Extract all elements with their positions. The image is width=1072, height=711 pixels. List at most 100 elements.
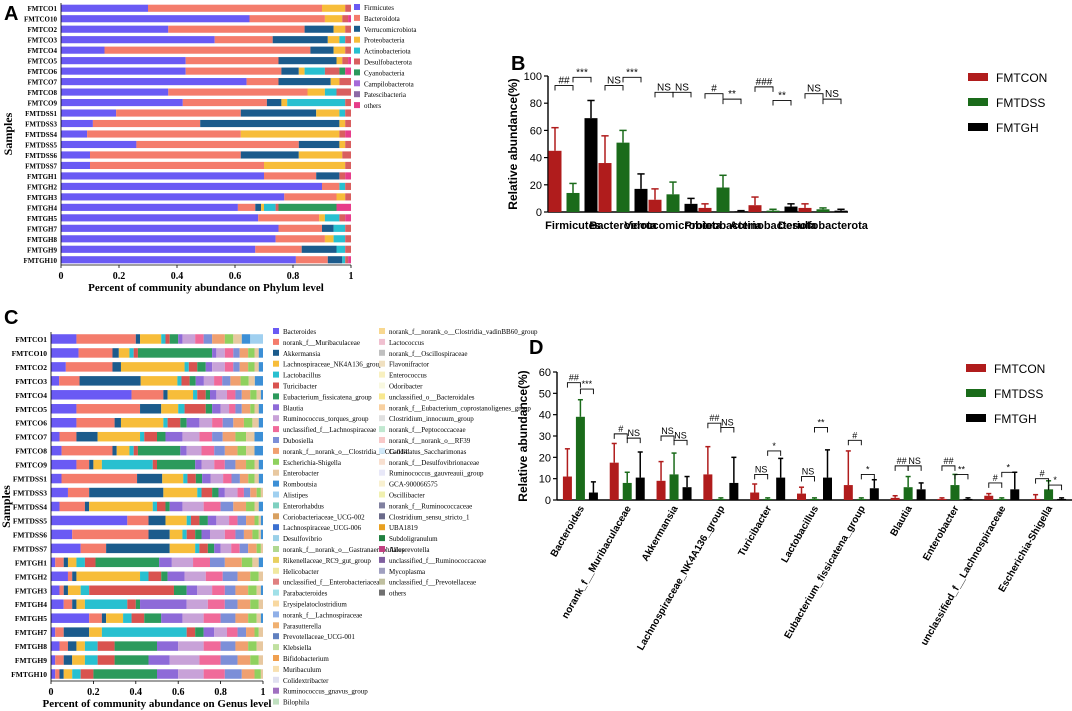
genus-legend-swatch <box>273 437 279 443</box>
genus-bar-segment <box>224 585 236 595</box>
phylum-bar-segment <box>345 25 351 33</box>
phylum-abundance-category-label: Firmicutes <box>545 220 601 232</box>
genus-bar-segment <box>165 334 170 344</box>
genus-bar-segment <box>250 334 263 344</box>
genus-bar-segment <box>214 459 225 470</box>
genus-bar-segment <box>51 362 66 372</box>
genus-bar-segment <box>212 417 223 428</box>
phylum-abundance-significance-label: ## <box>558 76 570 87</box>
genus-bar-segment <box>260 529 263 540</box>
genus-legend-swatch <box>379 502 385 509</box>
genus-bar-segment <box>76 459 90 470</box>
phylum-bar-segment <box>61 67 186 75</box>
genus-sample-label: FMTCO7 <box>15 433 47 442</box>
genus-bar-segment <box>101 459 153 470</box>
phylum-abundance-significance-label: ### <box>756 77 773 88</box>
phylum-bar-segment <box>264 203 276 211</box>
genus-bar-segment <box>197 362 206 372</box>
genus-bar-segment <box>51 487 68 498</box>
genus-abundance-bar-fmtdss <box>622 482 632 500</box>
genus-bar-segment <box>254 501 259 512</box>
genus-bar-segment <box>250 599 259 609</box>
genus-bar-segment <box>180 445 187 456</box>
genus-bar-segment <box>254 627 259 637</box>
phylum-legend-swatch <box>354 14 360 21</box>
genus-bar-segment <box>93 459 102 470</box>
phylum-bar-segment <box>104 46 311 54</box>
genus-bar-segment <box>89 585 174 595</box>
genus-bar-segment <box>65 362 113 372</box>
genus-bar-segment <box>243 417 253 428</box>
genus-abundance-category-label: Bacteroides <box>549 504 587 559</box>
genus-bar-segment <box>258 417 263 428</box>
genus-abundance-bar-fmtcon <box>1031 498 1041 500</box>
genus-bar-segment <box>161 613 183 623</box>
phylum-sample-label: FMTCO1 <box>27 5 57 13</box>
phylum-abundance-y-tick-label: 40 <box>530 153 542 165</box>
genus-bar-segment <box>178 669 204 679</box>
genus-legend-swatch <box>273 349 279 356</box>
genus-legend-swatch <box>273 665 279 672</box>
genus-bar-segment <box>193 557 210 568</box>
genus-abundance-bar-fmtcon <box>750 492 760 500</box>
genus-bar-segment <box>129 348 134 358</box>
phylum-abundance-significance-bracket <box>572 76 592 83</box>
phylum-abundance-y-tick-label: 100 <box>524 71 542 83</box>
genus-bar-segment <box>250 404 255 414</box>
genus-abundance-bar-fmtgh <box>729 482 739 500</box>
genus-bar-segment <box>89 501 153 512</box>
phylum-bar-segment <box>90 161 264 170</box>
genus-bar-segment <box>67 641 77 651</box>
genus-bar-segment <box>201 529 210 540</box>
genus-sample-label: FMTCO2 <box>15 363 47 372</box>
genus-legend-swatch <box>273 655 279 661</box>
phylum-bar-segment <box>342 15 349 23</box>
genus-x-tick-label: 0.8 <box>214 687 227 698</box>
genus-bar-segment <box>224 557 242 568</box>
genus-abundance-y-tick-label: 40 <box>539 410 551 422</box>
phylum-abundance-significance-bracket <box>604 85 624 91</box>
genus-bar-segment <box>127 515 149 526</box>
genus-abundance-bar-fmtgh <box>682 487 692 500</box>
phylum-bar-segment <box>342 57 349 65</box>
phylum-bar-segment <box>240 109 317 117</box>
genus-legend-swatch <box>273 426 279 433</box>
phylum-abundance-significance-label: NS <box>607 76 621 87</box>
phylum-bar-segment <box>148 4 322 12</box>
phylum-abundance-significance-bracket <box>554 85 574 91</box>
genus-bar-segment <box>187 473 196 484</box>
phylum-legend-label: Desulfobacterota <box>364 59 413 67</box>
genus-bar-segment <box>157 641 179 651</box>
genus-abundance-significance-label: NS <box>721 417 734 427</box>
genus-bar-segment <box>182 501 204 512</box>
genus-sample-label: FMTGH1 <box>15 558 47 567</box>
genus-bar-segment <box>235 431 247 442</box>
phylum-abundance-bar-fmtgh <box>584 118 598 212</box>
genus-legend-swatch <box>273 644 279 651</box>
phylum-sample-label: FMTCO3 <box>27 37 57 45</box>
genus-bar-segment <box>184 571 206 582</box>
genus-abundance-significance-label: # <box>993 473 998 483</box>
phylum-bar-segment <box>61 161 90 170</box>
panel-label-d: D <box>529 337 543 359</box>
genus-abundance-legend-swatch <box>966 414 986 422</box>
phylum-abundance-category-label: Proteobacteria <box>684 220 762 232</box>
genus-bar-segment <box>67 487 90 498</box>
genus-legend-swatch <box>273 600 279 607</box>
phylum-bar-segment <box>136 140 299 149</box>
genus-bar-segment <box>239 362 249 372</box>
genus-legend-label: Enterobacter <box>283 470 319 478</box>
genus-bar-segment <box>51 515 128 526</box>
genus-legend-label: Rikenellaceae_RC9_gut_group <box>283 557 371 565</box>
genus-bar-segment <box>250 487 257 498</box>
phylum-abundance-category-label: Verrucomicrobiota <box>624 220 722 232</box>
genus-abundance-significance-label: NS <box>908 456 921 466</box>
genus-bar-segment <box>131 613 145 623</box>
genus-sample-label: FMTCO5 <box>15 405 47 414</box>
phylum-bar-segment <box>278 78 331 86</box>
genus-bar-segment <box>186 417 200 428</box>
genus-legend-label: Lachnospiraceae_NK4A136_group <box>283 361 383 369</box>
phylum-bar-segment <box>298 67 305 75</box>
genus-bar-segment <box>222 431 236 442</box>
genus-bar-segment <box>59 585 64 595</box>
